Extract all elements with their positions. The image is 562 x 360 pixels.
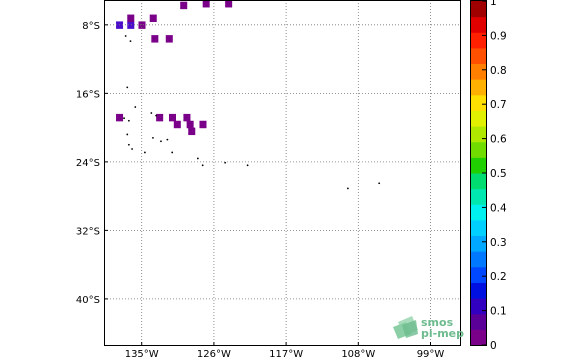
data-cell (168, 113, 176, 122)
colorbar-border (470, 0, 487, 346)
island-marker (127, 143, 130, 146)
island-marker (129, 40, 132, 43)
latitude-label: 40°S (76, 295, 100, 306)
colorbar-segment (471, 126, 486, 143)
longitude-label: 99°W (417, 349, 445, 360)
longitude-labels: 135°W 126°W 117°W 108°W 99°W (125, 349, 445, 360)
data-cell (149, 14, 157, 23)
data-cell (180, 1, 188, 10)
island-marker (160, 140, 162, 143)
data-cell (173, 120, 181, 129)
latitude-label: 8°S (82, 21, 100, 32)
logo-mark-icon (393, 316, 418, 339)
colorbar-segment (471, 32, 486, 49)
graticule-grid (104, 0, 461, 346)
island-marker (378, 182, 381, 185)
colorbar-segment (471, 282, 486, 299)
island-marker (144, 151, 146, 154)
data-cell (165, 35, 173, 43)
island-marker (196, 157, 199, 160)
colorbar-segment (471, 329, 486, 346)
island-marker (126, 86, 129, 89)
colorbar-segment (471, 298, 486, 315)
islands-layer (123, 35, 381, 190)
latitude-label: 32°S (76, 226, 100, 237)
colorbar-tick-label: 1 (490, 0, 497, 8)
island-marker (150, 112, 153, 114)
data-cell (188, 127, 196, 136)
island-marker (246, 164, 249, 167)
map-frame-border (104, 0, 461, 346)
colorbar-segment (471, 313, 486, 330)
data-cell (156, 113, 164, 122)
data-cells-layer (116, 0, 233, 136)
data-cell (202, 0, 210, 8)
island-marker (346, 187, 349, 190)
colorbar-segment (471, 157, 486, 174)
island-marker (152, 136, 154, 139)
longitude-label: 108°W (341, 349, 375, 360)
map-frame-background (104, 0, 461, 346)
latitude-label: 16°S (76, 89, 100, 100)
colorbar-segment (471, 204, 486, 221)
longitude-label: 126°W (197, 349, 231, 360)
island-marker (127, 119, 130, 122)
longitude-label: 135°W (125, 349, 159, 360)
latitude-label: 24°S (76, 158, 100, 169)
data-cell (138, 21, 146, 29)
colorbar-tick-label: 0.2 (490, 271, 507, 283)
data-cell (151, 35, 159, 43)
colorbar-tick-label: 0.8 (490, 65, 507, 77)
colorbar-segment (471, 16, 486, 33)
data-cell (127, 14, 135, 23)
colorbar-segment (471, 1, 486, 18)
data-cell (199, 120, 207, 129)
island-marker (155, 114, 158, 117)
smos-pimep-logo: smos pi-mep (393, 316, 464, 340)
data-cell (183, 113, 191, 122)
colorbar-tick-labels: 0 0.1 0.2 0.3 0.4 0.5 0.6 0.7 0.8 0.9 1 (482, 0, 507, 352)
colorbar-segment (471, 47, 486, 65)
colorbar-segment (471, 188, 486, 205)
colorbar-segment (471, 79, 486, 96)
colorbar-segment (471, 94, 486, 111)
island-marker (124, 35, 127, 37)
island-marker (126, 133, 129, 136)
colorbar-segment (471, 110, 486, 127)
colorbar-tick-label: 0.6 (490, 134, 507, 146)
logo-text-smos: smos (421, 316, 454, 329)
colorbar-tick-label: 0.9 (490, 30, 507, 42)
island-marker (201, 164, 204, 167)
colorbar-segment (471, 173, 486, 190)
colorbar-segment (471, 266, 486, 283)
colorbar-segment (471, 63, 486, 80)
island-marker (134, 106, 137, 108)
island-marker (224, 161, 227, 164)
colorbar-tick-label: 0.4 (490, 202, 507, 214)
data-cell (186, 120, 194, 129)
colorbar-tick-label: 0.1 (490, 306, 507, 318)
latitude-labels: 8°S 16°S 24°S 32°S 40°S (76, 21, 100, 306)
colorbar-segment (471, 235, 486, 252)
island-marker (166, 138, 169, 141)
island-marker (171, 151, 174, 154)
colorbar-tick-label: 0.7 (490, 99, 507, 111)
island-marker (123, 117, 125, 120)
colorbar-segment (471, 219, 486, 237)
island-marker (131, 148, 133, 150)
data-cell (225, 0, 233, 8)
colorbar (471, 1, 486, 346)
colorbar-tick-label: 0 (490, 340, 497, 352)
data-cell (127, 21, 135, 29)
colorbar-tick-label: 0.3 (490, 237, 507, 249)
data-cell (116, 113, 124, 122)
logo-text-pimep: pi-mep (421, 327, 464, 340)
colorbar-segment (471, 141, 486, 158)
colorbar-segment (471, 251, 486, 268)
longitude-label: 117°W (269, 349, 303, 360)
colorbar-tick-label: 0.5 (490, 168, 507, 180)
